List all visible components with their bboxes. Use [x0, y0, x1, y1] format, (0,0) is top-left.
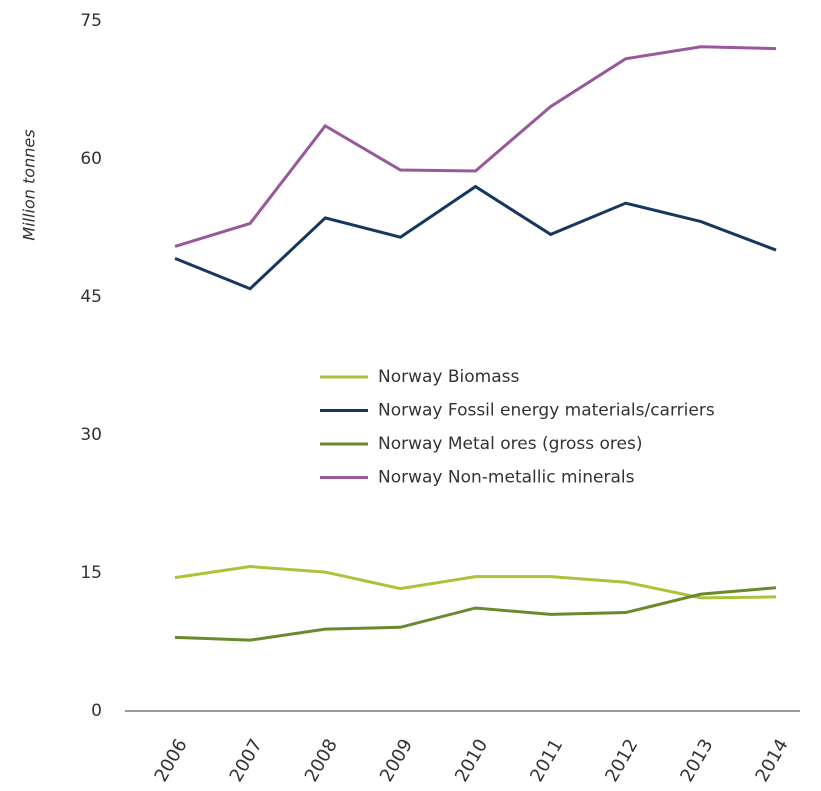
- y-tick-label: 45: [80, 287, 102, 307]
- series-line: [174, 45, 777, 248]
- legend-label: Norway Biomass: [378, 367, 520, 387]
- x-tick-label: 2007: [226, 736, 267, 786]
- y-tick-label: 15: [80, 563, 102, 583]
- series-line: [174, 586, 777, 642]
- y-axis-label: Million tonnes: [20, 129, 39, 240]
- y-tick-label: 30: [80, 425, 102, 445]
- legend-label: Norway Non-metallic minerals: [378, 468, 635, 488]
- x-tick-label: 2008: [301, 736, 342, 786]
- legend-label: Norway Metal ores (gross ores): [378, 434, 643, 454]
- y-tick-label: 0: [91, 701, 102, 721]
- x-tick-label: 2013: [676, 736, 717, 786]
- legend-label: Norway Fossil energy materials/carriers: [378, 401, 715, 421]
- x-tick-label: 2009: [376, 736, 417, 786]
- x-tick-label: 2010: [451, 736, 492, 786]
- y-tick-label: 75: [80, 11, 102, 31]
- x-tick-label: 2011: [526, 736, 567, 786]
- x-tick-label: 2006: [151, 736, 192, 786]
- y-tick-label: 60: [80, 149, 102, 169]
- x-tick-label: 2012: [601, 736, 642, 786]
- series-line: [174, 565, 777, 600]
- x-tick-label: 2014: [752, 736, 793, 786]
- series-line: [174, 184, 777, 291]
